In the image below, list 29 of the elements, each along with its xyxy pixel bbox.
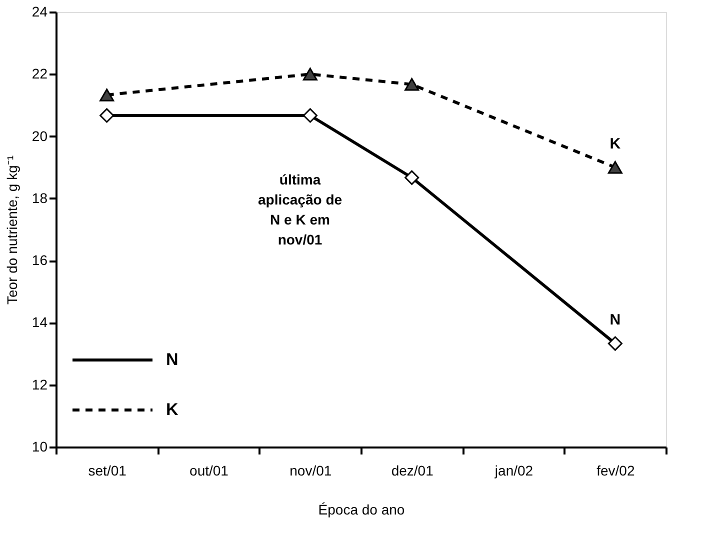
annotation: última aplicação de N e K em nov/01 — [258, 172, 342, 248]
x-tick-label: nov/01 — [290, 462, 332, 478]
y-tick-label: 20 — [32, 128, 48, 144]
point — [404, 170, 420, 185]
point — [100, 88, 114, 102]
point — [404, 78, 420, 91]
point — [608, 336, 622, 351]
y-tick-label: 12 — [32, 376, 48, 392]
x-tick-label: set/01 — [88, 462, 127, 478]
x-tick-label: out/01 — [190, 462, 229, 478]
point — [302, 108, 318, 123]
y-tick-label: 14 — [32, 314, 48, 330]
text: N — [610, 312, 621, 329]
y-tick-label: 10 — [32, 438, 48, 454]
y-tick-label: 18 — [32, 190, 48, 206]
point — [608, 160, 622, 174]
text: K — [610, 135, 621, 152]
y-axis-title: Teor do nutriente, g kg⁻¹ — [4, 155, 20, 304]
y-tick-label: 24 — [32, 4, 48, 20]
x-tick-label: dez/01 — [391, 462, 434, 478]
x-axis-title: Época do ano — [318, 502, 405, 518]
legend-label: K — [166, 400, 179, 419]
y-tick-label: 16 — [32, 252, 48, 268]
point — [302, 68, 318, 81]
y-tick-label: 22 — [32, 66, 48, 82]
x-tick-label: fev/02 — [596, 462, 635, 478]
x-tick-label: jan/02 — [494, 462, 534, 478]
legend-label: N — [166, 350, 178, 369]
point — [100, 108, 114, 123]
